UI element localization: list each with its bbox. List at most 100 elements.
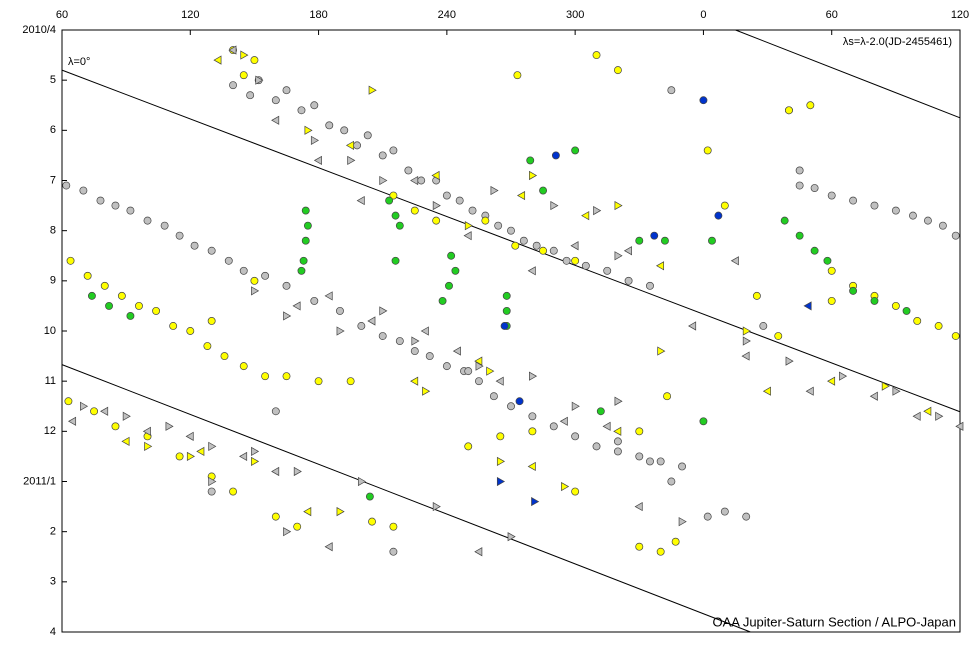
point bbox=[282, 281, 291, 290]
point bbox=[304, 125, 313, 135]
point bbox=[111, 201, 120, 210]
point bbox=[346, 377, 355, 386]
point bbox=[160, 221, 169, 230]
point bbox=[703, 146, 712, 155]
point bbox=[539, 246, 548, 255]
point bbox=[228, 45, 237, 55]
point bbox=[635, 542, 644, 551]
point bbox=[502, 291, 511, 300]
point bbox=[431, 170, 440, 181]
point bbox=[239, 451, 248, 462]
point bbox=[208, 476, 217, 487]
point bbox=[507, 402, 515, 411]
point bbox=[489, 392, 498, 401]
point bbox=[571, 432, 580, 441]
x-tick-label: 0 bbox=[700, 9, 706, 21]
point bbox=[623, 246, 632, 256]
point bbox=[389, 146, 398, 155]
point bbox=[144, 441, 153, 451]
point bbox=[496, 456, 506, 467]
point bbox=[464, 442, 473, 451]
point bbox=[539, 186, 548, 195]
point bbox=[389, 191, 398, 200]
point bbox=[282, 86, 291, 95]
point bbox=[500, 322, 509, 330]
point bbox=[122, 411, 131, 421]
point bbox=[513, 71, 522, 80]
point bbox=[474, 377, 483, 386]
point bbox=[271, 96, 280, 105]
point bbox=[528, 412, 537, 421]
x-tick-label: 180 bbox=[309, 9, 327, 21]
point bbox=[913, 317, 922, 325]
point bbox=[117, 291, 126, 300]
point bbox=[741, 351, 750, 361]
point bbox=[389, 547, 398, 556]
point bbox=[646, 281, 654, 290]
point bbox=[297, 266, 306, 275]
y-tick-label: 8 bbox=[50, 225, 56, 237]
point bbox=[559, 416, 568, 426]
x-tick-label: 240 bbox=[438, 9, 456, 21]
point bbox=[271, 407, 280, 416]
point bbox=[105, 301, 113, 310]
point bbox=[67, 416, 77, 426]
point bbox=[251, 456, 260, 467]
point bbox=[464, 367, 473, 376]
point bbox=[313, 155, 322, 166]
point bbox=[391, 211, 400, 220]
point bbox=[185, 431, 194, 441]
point bbox=[229, 81, 237, 90]
y-tick-label: 12 bbox=[44, 425, 56, 437]
point bbox=[614, 396, 623, 406]
point bbox=[310, 135, 320, 145]
point bbox=[83, 271, 92, 280]
y-tick-label: 2011/1 bbox=[23, 475, 56, 487]
point bbox=[468, 206, 477, 215]
y-tick-label: 6 bbox=[50, 124, 56, 136]
point bbox=[529, 170, 538, 181]
point bbox=[64, 397, 73, 406]
point bbox=[571, 146, 580, 155]
point bbox=[496, 476, 506, 487]
point bbox=[410, 206, 419, 215]
point bbox=[495, 376, 504, 386]
point bbox=[239, 71, 248, 80]
x-tick-label: 120 bbox=[181, 9, 199, 21]
point bbox=[912, 411, 921, 421]
reference-line bbox=[735, 29, 961, 119]
point bbox=[602, 421, 611, 431]
point bbox=[823, 256, 832, 265]
point bbox=[353, 141, 362, 150]
point bbox=[581, 261, 590, 270]
point bbox=[613, 447, 622, 456]
point bbox=[62, 181, 71, 190]
y-tick-label: 11 bbox=[45, 375, 56, 387]
point bbox=[803, 301, 812, 311]
point bbox=[475, 361, 484, 371]
point bbox=[635, 427, 644, 436]
point bbox=[795, 181, 804, 190]
point bbox=[805, 386, 814, 396]
point bbox=[389, 522, 398, 531]
point bbox=[347, 155, 356, 166]
point bbox=[324, 291, 333, 301]
point bbox=[451, 266, 460, 275]
point bbox=[299, 256, 308, 265]
point bbox=[528, 427, 537, 436]
point bbox=[780, 216, 789, 225]
point bbox=[507, 226, 515, 235]
point bbox=[902, 306, 911, 315]
point bbox=[464, 221, 473, 231]
point bbox=[667, 477, 676, 486]
point bbox=[324, 542, 333, 552]
point bbox=[190, 241, 199, 250]
point bbox=[870, 296, 879, 305]
point bbox=[795, 231, 804, 240]
point bbox=[549, 422, 558, 431]
point bbox=[663, 392, 672, 401]
plot-frame bbox=[61, 29, 961, 633]
point bbox=[515, 397, 524, 406]
point bbox=[635, 452, 644, 461]
point bbox=[379, 175, 388, 186]
